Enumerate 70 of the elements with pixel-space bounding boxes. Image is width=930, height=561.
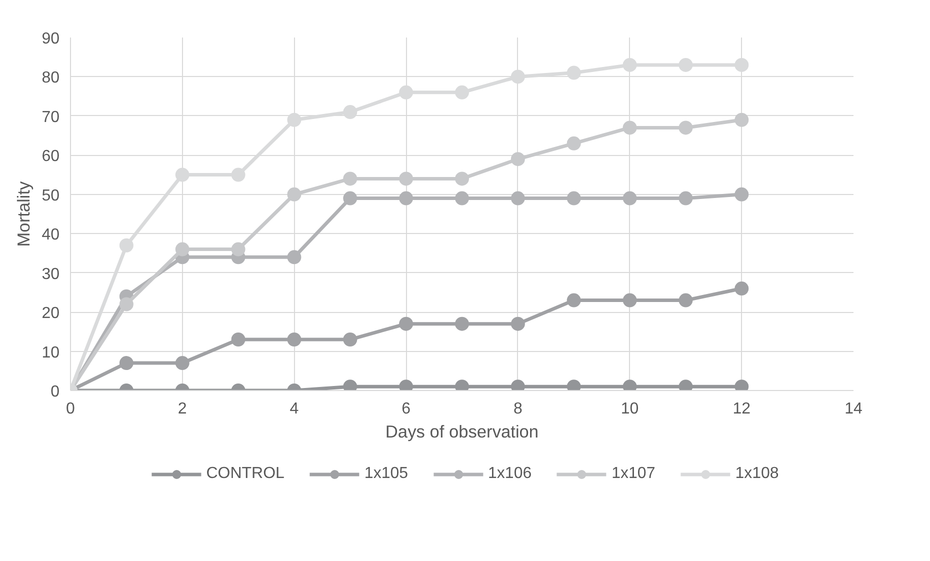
point <box>678 293 693 308</box>
point <box>510 316 525 331</box>
x-tick-label: 6 <box>402 400 411 418</box>
point <box>343 191 358 206</box>
point <box>566 66 581 80</box>
x-tick-label: 4 <box>290 400 299 418</box>
x-tick-label: 8 <box>513 400 522 418</box>
point <box>678 58 693 72</box>
point <box>622 58 637 72</box>
x-axis-title: Days of observation <box>385 422 539 442</box>
point <box>455 316 469 331</box>
point <box>119 356 134 370</box>
legend-label: CONTROL <box>206 465 284 483</box>
point <box>231 332 246 346</box>
point <box>734 112 749 127</box>
point <box>119 238 134 252</box>
point <box>343 172 358 186</box>
x-tick-label: 14 <box>844 400 862 418</box>
x-tick-label: 0 <box>66 400 76 418</box>
legend-label: 1x105 <box>364 465 408 483</box>
x-tick-label: 2 <box>178 400 187 418</box>
point <box>287 112 302 127</box>
point <box>455 191 469 206</box>
point <box>175 242 190 256</box>
point <box>175 168 190 182</box>
y-tick-label: 60 <box>42 148 60 166</box>
y-tick-label: 20 <box>42 305 60 322</box>
point <box>287 187 302 202</box>
point <box>119 297 134 312</box>
point <box>734 187 749 202</box>
point <box>678 120 693 135</box>
legend-label: 1x108 <box>735 465 779 483</box>
y-tick-label: 70 <box>42 108 60 126</box>
point <box>734 58 749 72</box>
point <box>343 332 358 346</box>
point <box>622 191 637 206</box>
point <box>231 168 246 182</box>
x-tick-label: 10 <box>620 400 639 418</box>
point <box>510 70 525 84</box>
point <box>622 120 637 135</box>
point <box>510 191 525 206</box>
point <box>175 356 190 370</box>
point <box>455 172 469 186</box>
point <box>566 136 581 150</box>
point <box>287 332 302 346</box>
point <box>734 282 749 296</box>
point <box>566 293 581 308</box>
x-tick-label: 12 <box>732 400 751 418</box>
point <box>287 250 302 264</box>
y-tick-label: 10 <box>42 344 60 362</box>
point <box>399 172 414 186</box>
y-tick-label: 30 <box>42 266 60 283</box>
y-tick-label: 80 <box>42 70 60 87</box>
point <box>622 293 637 308</box>
point <box>510 152 525 166</box>
point <box>566 191 581 206</box>
point <box>455 85 469 100</box>
y-tick-label: 90 <box>42 30 60 48</box>
point <box>399 191 414 206</box>
point <box>399 316 414 331</box>
point <box>678 191 693 206</box>
point <box>399 85 414 100</box>
y-tick-label: 40 <box>42 226 60 244</box>
legend-label: 1x107 <box>612 465 656 483</box>
legend-label: 1x106 <box>488 465 532 483</box>
y-tick-label: 0 <box>50 384 60 400</box>
point <box>343 105 358 120</box>
y-tick-label: 50 <box>42 187 60 204</box>
point <box>231 242 246 256</box>
y-axis-title: Mortality <box>14 180 34 247</box>
